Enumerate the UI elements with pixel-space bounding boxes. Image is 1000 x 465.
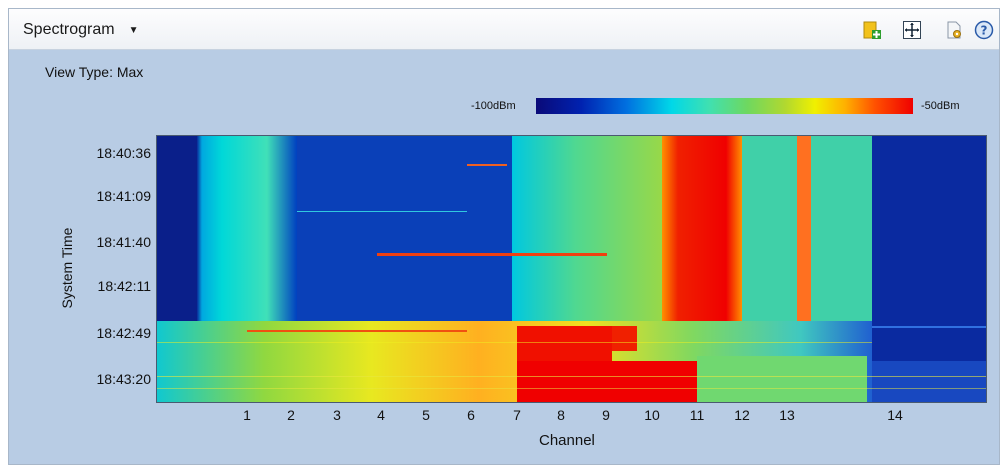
view-selector-label: Spectrogram bbox=[23, 21, 115, 38]
spectrogram-panel: View Type: Max -100dBm -50dBm bbox=[9, 50, 999, 464]
fit-view-button[interactable] bbox=[901, 19, 923, 41]
x-tick-label: 10 bbox=[644, 407, 660, 423]
x-tick-label: 4 bbox=[377, 407, 385, 423]
y-tick-label: 18:41:09 bbox=[96, 188, 152, 204]
x-tick-label: 11 bbox=[689, 407, 705, 423]
settings-button[interactable] bbox=[943, 19, 965, 41]
x-tick-label: 12 bbox=[734, 407, 750, 423]
chevron-down-icon: ▼ bbox=[128, 24, 139, 36]
y-tick-label: 18:41:40 bbox=[96, 234, 152, 250]
spectrogram-plot[interactable] bbox=[156, 135, 987, 403]
svg-text:?: ? bbox=[981, 24, 988, 38]
y-tick-label: 18:40:36 bbox=[96, 145, 152, 161]
colorbar-max-label: -50dBm bbox=[921, 100, 960, 112]
x-tick-label: 1 bbox=[243, 407, 251, 423]
fit-view-icon bbox=[903, 21, 921, 39]
x-tick-label: 7 bbox=[513, 407, 521, 423]
x-tick-label: 2 bbox=[287, 407, 295, 423]
x-axis-title: Channel bbox=[539, 432, 595, 449]
y-tick-label: 18:42:11 bbox=[97, 278, 151, 294]
y-axis-title: System Time bbox=[59, 227, 75, 309]
x-tick-label: 9 bbox=[602, 407, 610, 423]
help-icon: ? bbox=[974, 20, 994, 40]
settings-icon bbox=[947, 21, 961, 39]
view-type-label: View Type: Max bbox=[45, 64, 144, 80]
x-tick-label: 3 bbox=[333, 407, 341, 423]
y-tick-label: 18:43:20 bbox=[96, 371, 152, 387]
x-tick-label: 14 bbox=[887, 407, 903, 423]
add-panel-icon bbox=[863, 21, 881, 39]
help-button[interactable]: ? bbox=[973, 19, 995, 41]
add-panel-button[interactable] bbox=[861, 19, 883, 41]
spectrogram-heatmap bbox=[157, 136, 986, 402]
view-selector-dropdown[interactable]: Spectrogram ▼ bbox=[23, 18, 139, 42]
colorbar bbox=[536, 98, 913, 114]
colorbar-min-label: -100dBm bbox=[471, 100, 516, 112]
spectrogram-window: Spectrogram ▼ bbox=[8, 8, 1000, 465]
x-tick-label: 8 bbox=[557, 407, 565, 423]
x-tick-label: 5 bbox=[422, 407, 430, 423]
toolbar: Spectrogram ▼ bbox=[9, 9, 999, 50]
x-tick-label: 6 bbox=[467, 407, 475, 423]
x-tick-label: 13 bbox=[779, 407, 795, 423]
y-tick-label: 18:42:49 bbox=[96, 325, 152, 341]
